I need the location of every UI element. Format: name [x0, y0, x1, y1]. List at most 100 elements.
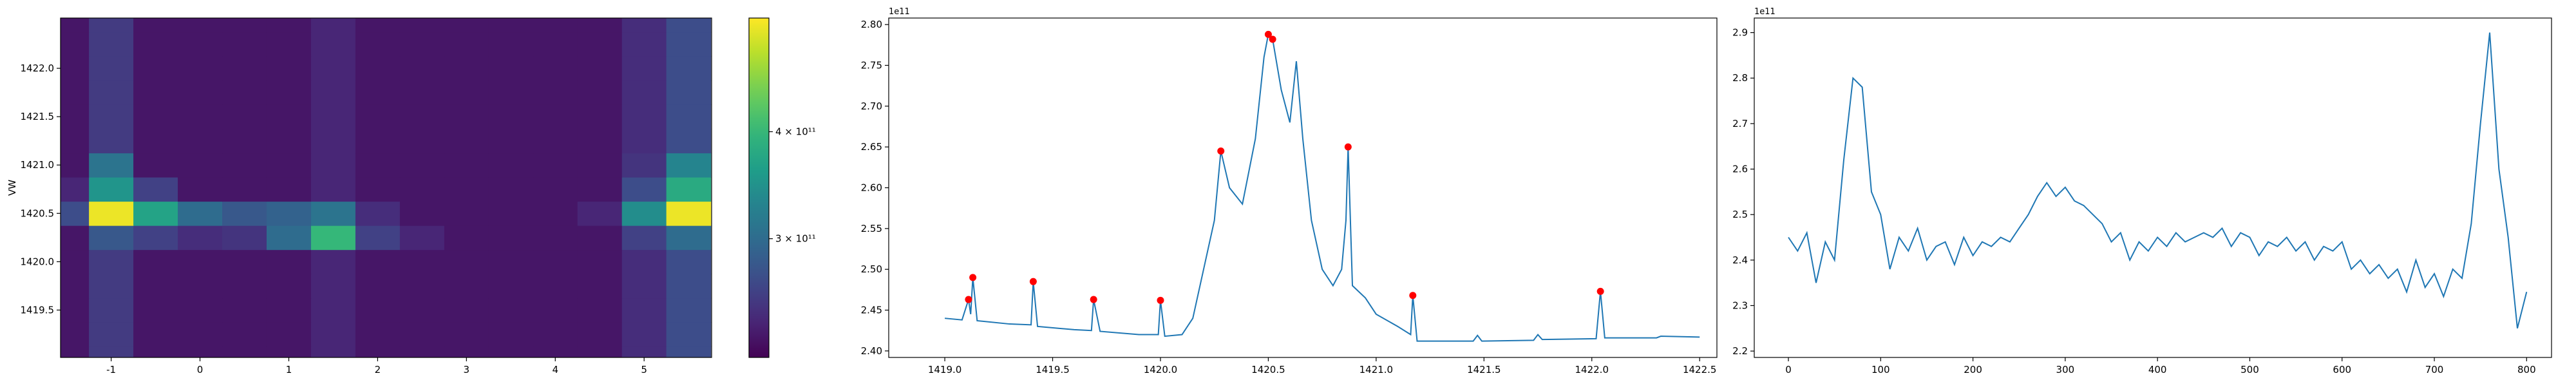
heatmap-cell	[310, 298, 356, 323]
x-tick-label: 5	[641, 364, 647, 375]
heatmap-cell	[222, 32, 267, 57]
heatmap-cell	[577, 56, 623, 81]
heatmap-cell	[89, 80, 134, 105]
heatmap-cell	[178, 80, 223, 105]
heatmap-cell	[666, 153, 712, 178]
heatmap-cell	[355, 176, 401, 202]
heatmap-cell	[89, 153, 134, 178]
heatmap-cell	[577, 201, 623, 226]
peak-marker	[1217, 147, 1225, 155]
heatmap-cell	[133, 249, 178, 274]
x-tick-label: 2	[375, 364, 381, 375]
heatmap-cell	[399, 322, 445, 347]
heatmap-cell	[222, 346, 267, 357]
x-tick-label: 3	[464, 364, 470, 375]
peak-marker	[1409, 292, 1417, 299]
heatmap-cell	[488, 80, 534, 105]
heatmap-cell	[266, 346, 312, 357]
heatmap-cell	[488, 346, 534, 357]
heatmap-cell	[399, 274, 445, 299]
heatmap-cell	[266, 56, 312, 81]
y-tick-label: 2.50	[861, 263, 882, 275]
heatmap-cell	[533, 274, 578, 299]
y-tick-label: 2.40	[861, 345, 882, 357]
heatmap-cell	[89, 56, 134, 81]
heatmap-cell	[533, 225, 578, 251]
y-tick-label: 2.2	[1732, 345, 1748, 357]
heatmap-cell	[61, 128, 90, 154]
heatmap-cell	[222, 322, 267, 347]
heatmap-cell	[355, 80, 401, 105]
heatmap-cell	[222, 80, 267, 105]
y-tick-label: 2.5	[1732, 209, 1748, 220]
heatmap-cell	[577, 298, 623, 323]
heatmap-cell	[488, 274, 534, 299]
heatmap-cell	[89, 322, 134, 347]
x-tick-label: 1420.0	[1144, 364, 1178, 375]
heatmap-cell	[488, 322, 534, 347]
heatmap-cell	[621, 56, 667, 81]
y-axis-label: VW	[6, 180, 18, 196]
heatmap-cell	[444, 80, 489, 105]
x-tick-label: 1422.5	[1683, 364, 1717, 375]
heatmap-cell	[621, 32, 667, 57]
heatmap-cell	[89, 274, 134, 299]
heatmap-cell	[444, 18, 489, 33]
heatmap-cell	[666, 249, 712, 274]
colorbar-tick-label: 4 × 10¹¹	[775, 126, 816, 137]
heatmap-cell	[133, 346, 178, 357]
heatmap-cell	[310, 201, 356, 226]
heatmap-cell	[266, 322, 312, 347]
heatmap-cell	[488, 104, 534, 129]
heatmap-cell	[399, 56, 445, 81]
peak-marker	[1269, 35, 1276, 43]
heatmap-cell	[222, 153, 267, 178]
heatmap	[61, 18, 712, 357]
heatmap-cell	[621, 176, 667, 202]
heatmap-cell	[178, 346, 223, 357]
heatmap-cell	[621, 346, 667, 357]
heatmap-cell	[133, 32, 178, 57]
heatmap-cell	[577, 153, 623, 178]
heatmap-cell	[444, 56, 489, 81]
heatmap-cell	[222, 104, 267, 129]
heatmap-cell	[666, 56, 712, 81]
heatmap-cell	[666, 80, 712, 105]
heatmap-cell	[355, 201, 401, 226]
heatmap-cell	[222, 274, 267, 299]
heatmap-cell	[133, 104, 178, 129]
heatmap-cell	[533, 18, 578, 33]
heatmap-cell	[178, 128, 223, 154]
heatmap-cell	[621, 153, 667, 178]
heatmap-cell	[355, 32, 401, 57]
heatmap-cell	[61, 104, 90, 129]
heatmap-cell	[310, 56, 356, 81]
heatmap-cell	[399, 153, 445, 178]
heatmap-cell	[310, 249, 356, 274]
heatmap-cell	[266, 80, 312, 105]
heatmap-cell	[355, 274, 401, 299]
heatmap-cell	[89, 346, 134, 357]
heatmap-cell	[488, 32, 534, 57]
axes-frame	[60, 17, 712, 358]
heatmap-cell	[178, 201, 223, 226]
heatmap-cell	[133, 225, 178, 251]
heatmap-cell	[310, 18, 356, 33]
y-tick-label: 2.60	[861, 182, 882, 194]
heatmap-cell	[222, 56, 267, 81]
heatmap-cell	[355, 18, 401, 33]
heatmap-cell	[61, 32, 90, 57]
heatmap-cell	[222, 249, 267, 274]
y-tick-label: 2.7	[1732, 118, 1748, 129]
y-tick-label: 1420.0	[21, 256, 55, 267]
y-tick-label: 1421.0	[21, 159, 55, 171]
heatmap-cell	[533, 128, 578, 154]
heatmap-cell	[133, 80, 178, 105]
heatmap-cell	[61, 298, 90, 323]
heatmap-cell	[310, 80, 356, 105]
y-tick-label: 2.6	[1732, 164, 1748, 175]
y-tick-label: 1419.5	[21, 304, 55, 316]
heatmap-cell	[488, 18, 534, 33]
heatmap-cell	[61, 18, 90, 33]
heatmap-cell	[355, 346, 401, 357]
